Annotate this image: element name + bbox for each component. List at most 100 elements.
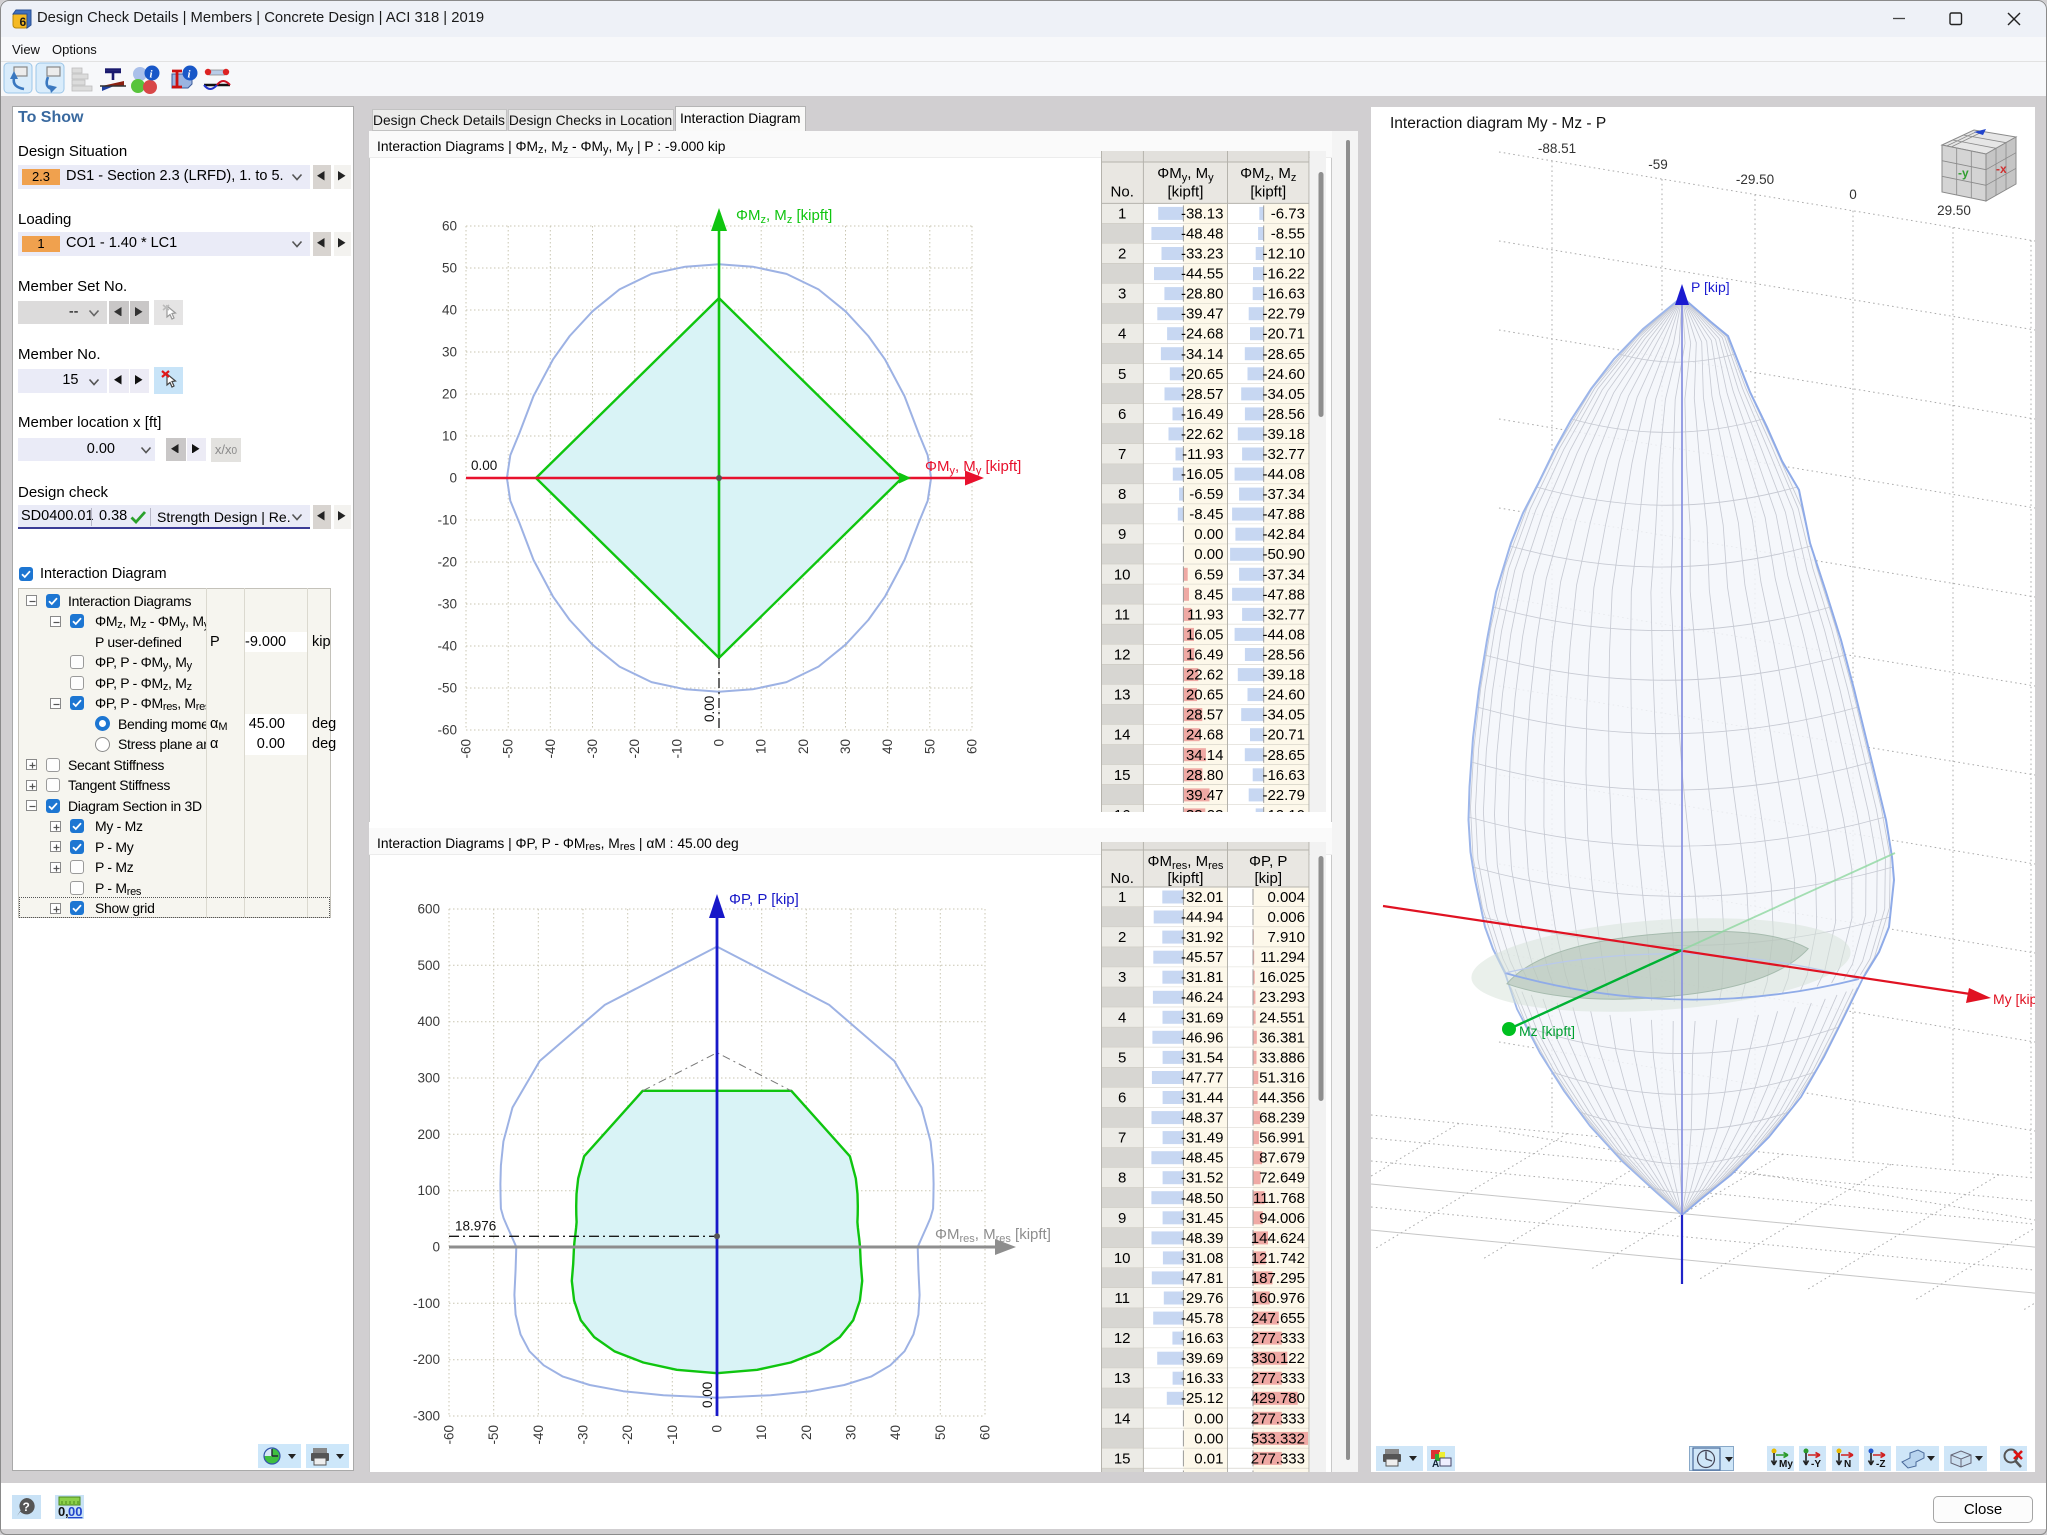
svg-text:,: ,	[65, 1504, 69, 1519]
svg-text:-44.08: -44.08	[1262, 626, 1305, 643]
svg-text:28.80: 28.80	[1186, 767, 1224, 784]
svg-text:ΦMz, Mz: ΦMz, Mz	[1240, 165, 1296, 184]
svg-text:50: 50	[442, 261, 457, 276]
svg-text:11.294: 11.294	[1260, 949, 1305, 966]
svg-text:-28.57: -28.57	[1181, 386, 1224, 403]
svg-text:-Y: -Y	[1811, 1459, 1821, 1470]
svg-text:60: 60	[965, 739, 980, 754]
svg-text:6: 6	[20, 15, 27, 29]
svg-text:277.333: 277.333	[1251, 1370, 1305, 1387]
svg-text:4: 4	[1118, 1009, 1126, 1026]
svg-text:40: 40	[880, 739, 895, 754]
svg-text:-20.71: -20.71	[1262, 727, 1305, 744]
svg-text:1: 1	[1118, 889, 1126, 906]
svg-text:i: i	[188, 69, 192, 81]
svg-text:50: 50	[922, 739, 937, 754]
svg-text:2: 2	[1118, 246, 1126, 263]
svg-text:ΦP, P: ΦP, P	[1249, 853, 1287, 870]
svg-text:0.006: 0.006	[1267, 909, 1305, 926]
svg-text:-28.65: -28.65	[1262, 346, 1305, 363]
svg-text:-12.10: -12.10	[1262, 246, 1305, 263]
svg-text:N: N	[1844, 1459, 1851, 1470]
svg-text:0.00: 0.00	[471, 458, 497, 473]
svg-text:160.976: 160.976	[1251, 1290, 1305, 1307]
svg-text:9: 9	[1118, 526, 1126, 543]
svg-text:-20.65: -20.65	[1181, 366, 1224, 383]
svg-text:-16.63: -16.63	[1262, 767, 1305, 784]
svg-text:16.05: 16.05	[1186, 626, 1224, 643]
svg-text:-31.92: -31.92	[1181, 929, 1224, 946]
svg-text:-22.79: -22.79	[1262, 787, 1305, 804]
svg-text:-47.81: -47.81	[1181, 1270, 1224, 1287]
svg-text:533.332: 533.332	[1251, 1430, 1305, 1447]
svg-text:6: 6	[1118, 406, 1126, 423]
svg-text:7: 7	[1118, 446, 1126, 463]
svg-text:30: 30	[844, 1425, 859, 1440]
svg-text:20: 20	[442, 387, 457, 402]
svg-text:3: 3	[1118, 286, 1126, 303]
svg-text:-44.94: -44.94	[1181, 909, 1224, 926]
svg-text:0.00: 0.00	[702, 696, 717, 722]
svg-text:-20: -20	[437, 555, 457, 570]
svg-text:-88.51: -88.51	[1538, 141, 1576, 156]
svg-text:P [kip]: P [kip]	[1691, 279, 1730, 295]
svg-text:-32.77: -32.77	[1262, 446, 1305, 463]
svg-text:-10: -10	[669, 739, 684, 759]
svg-text:-48.37: -48.37	[1181, 1110, 1224, 1127]
svg-text:[kipft]: [kipft]	[1250, 183, 1286, 200]
svg-text:56.991: 56.991	[1259, 1130, 1305, 1147]
svg-text:-48.39: -48.39	[1181, 1230, 1224, 1247]
svg-text:44.356: 44.356	[1259, 1090, 1305, 1107]
svg-text:-200: -200	[413, 1352, 440, 1367]
svg-text:-45.78: -45.78	[1181, 1310, 1224, 1327]
svg-text:-31.81: -31.81	[1181, 969, 1224, 986]
svg-text:-28.56: -28.56	[1262, 647, 1305, 664]
svg-text:33.23: 33.23	[1186, 807, 1224, 812]
svg-text:20: 20	[796, 739, 811, 754]
svg-text:-39.47: -39.47	[1181, 306, 1224, 323]
svg-text:-30: -30	[585, 739, 600, 759]
svg-text:-45.57: -45.57	[1181, 949, 1224, 966]
svg-text:?: ?	[23, 1500, 30, 1514]
svg-text:34.14: 34.14	[1186, 747, 1224, 764]
svg-text:11.93: 11.93	[1187, 606, 1223, 623]
svg-text:-29.76: -29.76	[1181, 1290, 1224, 1307]
svg-text:0.00: 0.00	[1194, 1410, 1223, 1427]
svg-text:60: 60	[442, 219, 457, 234]
svg-text:-24.60: -24.60	[1262, 687, 1305, 704]
svg-text:3: 3	[1118, 969, 1126, 986]
svg-text:-28.80: -28.80	[1181, 286, 1224, 303]
svg-text:24.551: 24.551	[1259, 1009, 1305, 1026]
svg-text:277.333: 277.333	[1251, 1450, 1305, 1467]
svg-text:-50: -50	[486, 1425, 501, 1445]
svg-text:33.886: 33.886	[1259, 1049, 1305, 1066]
svg-text:Mz [kipft]: Mz [kipft]	[1519, 1023, 1575, 1039]
svg-text:-44.08: -44.08	[1262, 466, 1305, 483]
svg-text:50: 50	[933, 1425, 948, 1440]
svg-text:10: 10	[1114, 1250, 1131, 1267]
svg-text:330.122: 330.122	[1251, 1350, 1305, 1367]
svg-text:-31.69: -31.69	[1181, 1009, 1224, 1026]
svg-text:20.65: 20.65	[1186, 687, 1224, 704]
svg-text:0.00: 0.00	[1194, 1430, 1223, 1447]
svg-text:0: 0	[710, 1425, 725, 1433]
svg-text:8: 8	[1118, 486, 1126, 503]
svg-text:0.01: 0.01	[1194, 1450, 1223, 1467]
svg-text:No.: No.	[1111, 870, 1134, 887]
svg-text:-59: -59	[1648, 157, 1668, 172]
svg-text:13: 13	[1114, 687, 1131, 704]
svg-text:-Z: -Z	[1876, 1459, 1885, 1470]
svg-text:100: 100	[417, 1183, 440, 1198]
svg-text:14: 14	[1114, 1410, 1131, 1427]
svg-text:ΦMy, My [kipft]: ΦMy, My [kipft]	[925, 458, 1021, 477]
svg-text:200: 200	[417, 1127, 440, 1142]
svg-text:300: 300	[417, 1071, 440, 1086]
svg-text:-300: -300	[413, 1409, 440, 1424]
svg-text:Interaction diagram My - Mz -: Interaction diagram My - Mz - P	[1390, 115, 1606, 132]
svg-text:-25.12: -25.12	[1181, 1390, 1224, 1407]
svg-text:-31.52: -31.52	[1181, 1170, 1224, 1187]
svg-text:24.68: 24.68	[1186, 727, 1224, 744]
svg-text:10: 10	[1114, 566, 1131, 583]
svg-text:-30: -30	[437, 597, 457, 612]
svg-text:-40: -40	[543, 739, 558, 759]
